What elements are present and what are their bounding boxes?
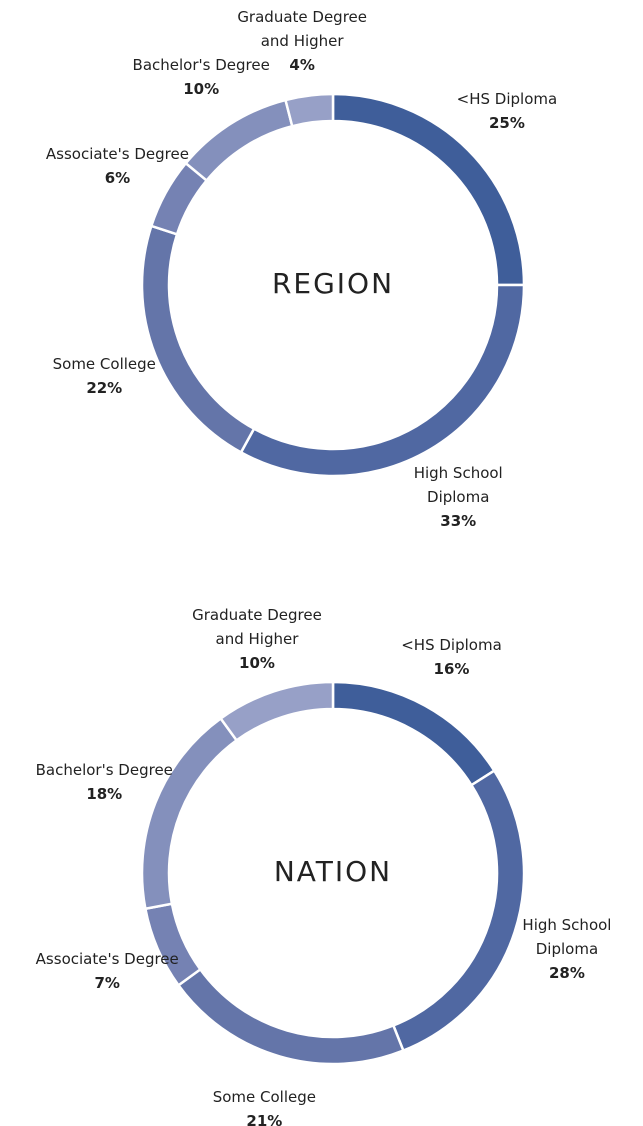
category-label: Some College xyxy=(212,1088,316,1107)
center-title: NATION xyxy=(274,855,392,888)
segment-label: Associate's Degree 7% xyxy=(32,947,182,995)
segment-label: <HS Diploma 16% xyxy=(377,633,527,681)
value-label: 10% xyxy=(239,654,275,673)
value-label: 25% xyxy=(488,114,525,133)
category-label: High School Diploma xyxy=(522,916,612,959)
donut-segment xyxy=(331,680,496,787)
category-label: Graduate Degree and Higher xyxy=(192,606,322,649)
segment-label: High School Diploma 28% xyxy=(492,913,642,985)
segment-label: Graduate Degree and Higher 10% xyxy=(182,603,332,675)
donut-segment xyxy=(184,98,294,183)
donut-segment xyxy=(283,92,335,128)
category-label: <HS Diploma xyxy=(456,90,558,109)
donut-segment xyxy=(391,768,526,1053)
value-label: 4% xyxy=(289,55,315,74)
segment-label: Associate's Degree 6% xyxy=(42,142,192,190)
segment-label: <HS Diploma 25% xyxy=(432,87,582,135)
category-label: Bachelor's Degree xyxy=(35,761,173,780)
category-label: Bachelor's Degree xyxy=(132,56,270,75)
segment-label: Bachelor's Degree 10% xyxy=(126,53,276,101)
category-label: Graduate Degree and Higher xyxy=(237,7,367,50)
value-label: 21% xyxy=(246,1112,283,1126)
segment-label: Graduate Degree and Higher 4% xyxy=(227,5,377,77)
segment-label: Some College 21% xyxy=(189,1085,339,1126)
donut-segment xyxy=(140,224,256,455)
value-label: 33% xyxy=(440,511,477,530)
segment-label: Bachelor's Degree 18% xyxy=(29,758,179,806)
category-label: Some College xyxy=(52,354,156,373)
donut-segment xyxy=(218,680,335,743)
donut-segment xyxy=(239,283,526,478)
segment-label: High School Diploma 33% xyxy=(383,461,533,533)
value-label: 28% xyxy=(549,964,585,983)
value-label: 22% xyxy=(86,378,123,397)
category-label: Associate's Degree xyxy=(45,145,189,164)
donut-segment xyxy=(176,967,405,1066)
segment-label: Some College 22% xyxy=(29,352,179,400)
value-label: 18% xyxy=(86,785,123,804)
center-title: REGION xyxy=(272,267,394,300)
category-label: Associate's Degree xyxy=(35,949,179,968)
value-label: 7% xyxy=(94,973,120,992)
value-label: 6% xyxy=(104,169,131,188)
category-label: High School Diploma xyxy=(413,463,503,506)
donut-segment xyxy=(140,716,239,911)
value-label: 10% xyxy=(183,80,220,99)
value-label: 16% xyxy=(433,660,470,679)
category-label: <HS Diploma xyxy=(401,636,502,655)
